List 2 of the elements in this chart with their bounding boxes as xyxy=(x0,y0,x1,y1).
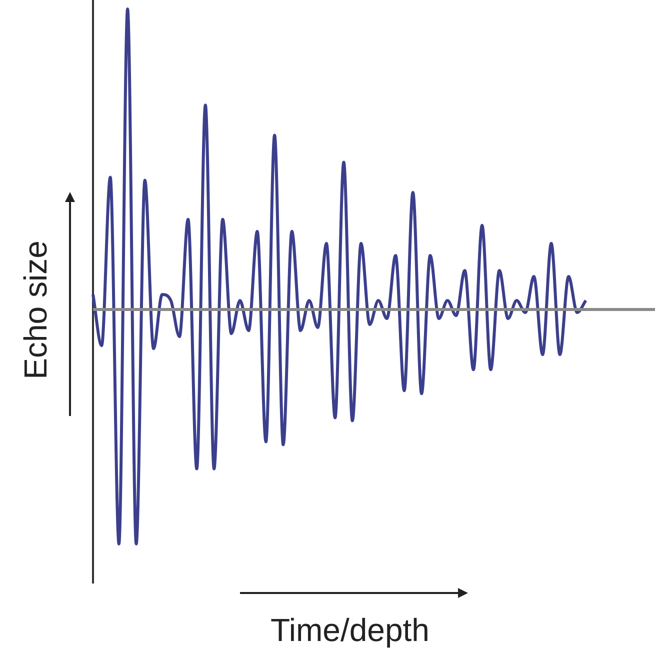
y-axis-title: Echo size xyxy=(18,240,54,380)
x-axis-title: Time/depth xyxy=(270,612,430,649)
